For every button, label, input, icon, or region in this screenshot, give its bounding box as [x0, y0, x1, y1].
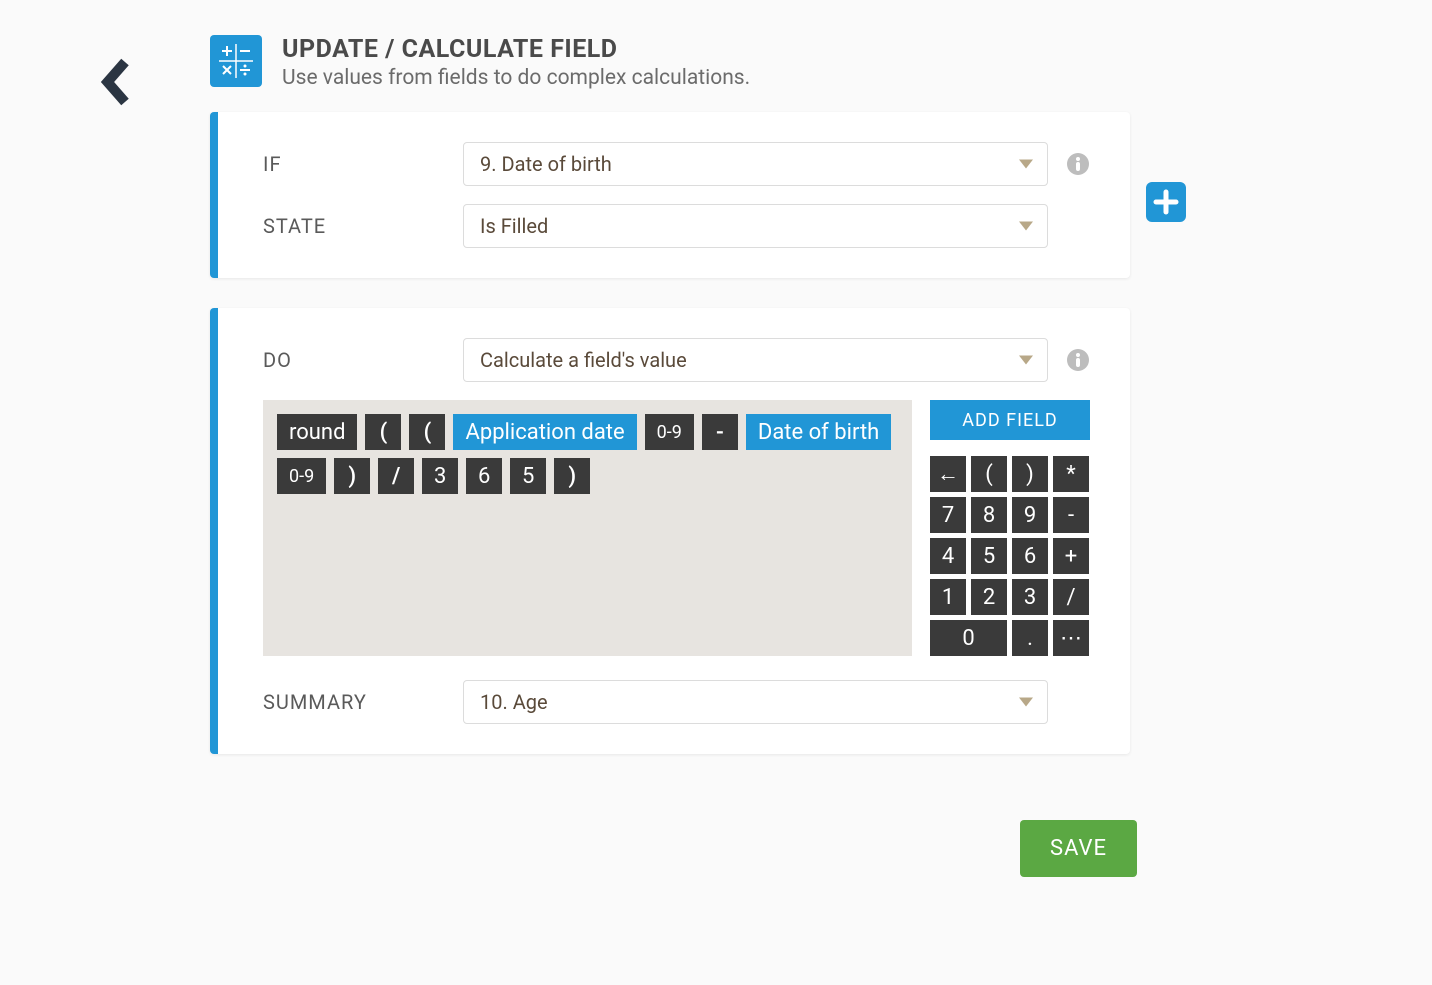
- chevron-down-icon: [1019, 698, 1033, 707]
- key-plus[interactable]: +: [1053, 538, 1089, 574]
- formula-token-fsel[interactable]: 0-9: [645, 414, 694, 450]
- calculator-keypad: ←()* 789- 456+123/ 0.⋯: [930, 456, 1090, 656]
- summary-select[interactable]: 10. Age: [463, 680, 1048, 724]
- formula-token-op[interactable]: (: [365, 414, 401, 450]
- key-0[interactable]: 0: [930, 620, 1007, 656]
- key-8[interactable]: 8: [971, 497, 1007, 533]
- key-backspace[interactable]: ←: [930, 456, 966, 492]
- formula-token-field[interactable]: Application date: [453, 414, 636, 450]
- chevron-down-icon: [1019, 222, 1033, 231]
- key-minus[interactable]: -: [1053, 497, 1089, 533]
- formula-token-op[interactable]: -: [702, 414, 738, 450]
- formula-token-num[interactable]: 5: [510, 458, 546, 494]
- add-field-button[interactable]: ADD FIELD: [930, 400, 1090, 440]
- formula-token-op[interactable]: ): [334, 458, 370, 494]
- state-value: Is Filled: [480, 214, 548, 238]
- state-label: STATE: [263, 214, 463, 238]
- formula-editor[interactable]: round((Application date0-9-Date of birth…: [263, 400, 912, 656]
- key-close-paren[interactable]: ): [1012, 456, 1048, 492]
- do-action-value: Calculate a field's value: [480, 348, 687, 372]
- formula-token-fsel[interactable]: 0-9: [277, 458, 326, 494]
- key-dot[interactable]: .: [1012, 620, 1048, 656]
- key-9[interactable]: 9: [1012, 497, 1048, 533]
- chevron-down-icon: [1019, 160, 1033, 169]
- do-action-select[interactable]: Calculate a field's value: [463, 338, 1048, 382]
- chevron-down-icon: [1019, 356, 1033, 365]
- page-subtitle: Use values from fields to do complex cal…: [282, 66, 750, 90]
- page-title: UPDATE / CALCULATE FIELD: [282, 35, 750, 64]
- info-icon[interactable]: [1066, 348, 1090, 372]
- key-multiply[interactable]: *: [1053, 456, 1089, 492]
- formula-token-func[interactable]: round: [277, 414, 357, 450]
- if-field-select[interactable]: 9. Date of birth: [463, 142, 1048, 186]
- action-card: DO Calculate a field's value round((Appl…: [210, 308, 1130, 754]
- calculator-icon: [210, 35, 262, 87]
- formula-token-num[interactable]: 3: [422, 458, 458, 494]
- if-label: IF: [263, 152, 463, 176]
- key-open-paren[interactable]: (: [971, 456, 1007, 492]
- state-select[interactable]: Is Filled: [463, 204, 1048, 248]
- key-7[interactable]: 7: [930, 497, 966, 533]
- key-1[interactable]: 1: [930, 579, 966, 615]
- key-3[interactable]: 3: [1012, 579, 1048, 615]
- if-field-value: 9. Date of birth: [480, 152, 612, 176]
- key-6[interactable]: 6: [1012, 538, 1048, 574]
- summary-value: 10. Age: [480, 690, 548, 714]
- add-condition-button[interactable]: [1146, 182, 1186, 222]
- save-button[interactable]: SAVE: [1020, 820, 1137, 877]
- info-icon[interactable]: [1066, 152, 1090, 176]
- summary-label: SUMMARY: [263, 690, 463, 714]
- formula-token-num[interactable]: 6: [466, 458, 502, 494]
- key-divide[interactable]: /: [1053, 579, 1089, 615]
- key-2[interactable]: 2: [971, 579, 1007, 615]
- key-more[interactable]: ⋯: [1053, 620, 1089, 656]
- formula-token-op[interactable]: (: [409, 414, 445, 450]
- formula-token-field[interactable]: Date of birth: [746, 414, 891, 450]
- do-label: DO: [263, 348, 463, 372]
- formula-token-op[interactable]: ): [554, 458, 590, 494]
- formula-token-op[interactable]: /: [378, 458, 414, 494]
- key-4[interactable]: 4: [930, 538, 966, 574]
- back-button[interactable]: [96, 57, 134, 107]
- key-5[interactable]: 5: [971, 538, 1007, 574]
- condition-card: IF 9. Date of birth STATE Is Filled: [210, 112, 1130, 278]
